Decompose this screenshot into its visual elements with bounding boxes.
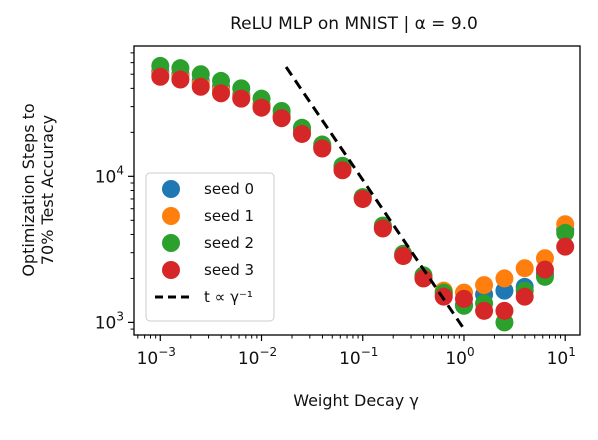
data-point-seed-3 — [333, 161, 352, 180]
data-point-seed-3 — [171, 70, 190, 89]
data-point-seed-3 — [373, 219, 392, 238]
data-point-seed-3 — [252, 98, 271, 117]
y-tick-label: 103 — [95, 309, 124, 333]
data-point-seed-3 — [515, 287, 534, 306]
data-point-seed-1 — [495, 269, 514, 288]
data-point-seed-3 — [151, 67, 170, 86]
data-point-seed-3 — [191, 77, 210, 96]
data-point-seed-3 — [454, 289, 473, 308]
legend-label: seed 1 — [204, 207, 254, 225]
data-point-seed-1 — [515, 259, 534, 278]
y-axis-label-line2: 70% Test Accuracy — [38, 115, 57, 265]
data-point-seed-3 — [313, 139, 332, 158]
legend-label-reference: t ∝ γ⁻¹ — [204, 288, 253, 306]
legend-label: seed 2 — [204, 234, 254, 252]
data-point-seed-3 — [475, 301, 494, 320]
x-tick-label: 10−1 — [339, 345, 378, 369]
plot-frame — [133, 45, 581, 336]
x-tick-label: 10−2 — [238, 345, 277, 369]
y-axis-label-line1: Optimization Steps to — [19, 103, 38, 276]
x-tick-label: 101 — [547, 345, 576, 369]
chart-title: ReLU MLP on MNIST | α = 9.0 — [230, 14, 478, 34]
data-point-seed-3 — [535, 260, 554, 279]
legend: seed 0 seed 1 seed 2 seed 3 t ∝ γ⁻¹ — [145, 172, 275, 322]
x-axis-label: Weight Decay γ — [293, 391, 419, 410]
data-point-seed-2 — [191, 65, 210, 84]
legend-box — [145, 172, 275, 322]
x-tick-label: 100 — [445, 345, 474, 369]
data-point-seed-2 — [212, 71, 231, 90]
y-tick-label: 104 — [95, 163, 124, 187]
x-tick-label: 10−3 — [137, 345, 176, 369]
y-axis-label: Optimization Steps to 70% Test Accuracy — [19, 103, 57, 276]
legend-marker-seed-3 — [162, 261, 180, 279]
legend-label: seed 0 — [204, 180, 254, 198]
data-point-seed-3 — [292, 124, 311, 143]
legend-marker-seed-0 — [162, 180, 180, 198]
data-point-seed-3 — [353, 189, 372, 208]
data-point-seed-1 — [475, 276, 494, 295]
legend-marker-seed-1 — [162, 207, 180, 225]
legend-marker-seed-2 — [162, 234, 180, 252]
data-point-seed-3 — [495, 301, 514, 320]
data-point-seed-2 — [556, 223, 575, 242]
data-point-seed-3 — [414, 269, 433, 288]
plot-area: 10−3 10−2 10−1 100 101 103 104 — [95, 52, 576, 369]
legend-label: seed 3 — [204, 261, 254, 279]
data-point-seed-3 — [394, 246, 413, 265]
data-point-seed-3 — [272, 109, 291, 128]
data-point-seed-3 — [232, 89, 251, 108]
reference-line — [284, 66, 464, 328]
data-point-seed-3 — [212, 84, 231, 103]
data-point-seed-3 — [556, 237, 575, 256]
